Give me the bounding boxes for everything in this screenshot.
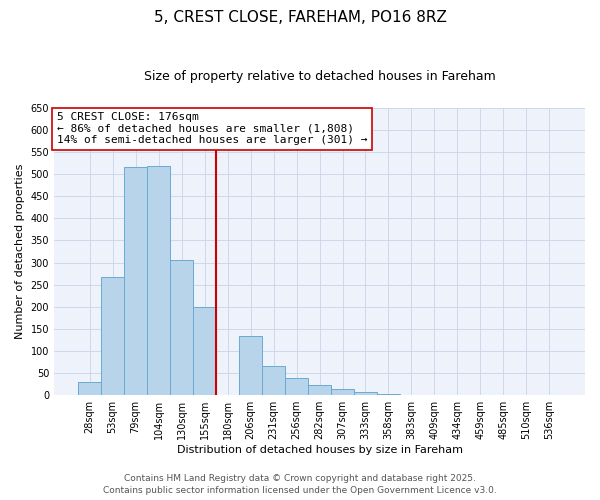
Text: 5, CREST CLOSE, FAREHAM, PO16 8RZ: 5, CREST CLOSE, FAREHAM, PO16 8RZ: [154, 10, 446, 25]
Bar: [124, 166, 147, 395]
Bar: [354, 392, 377, 395]
X-axis label: Distribution of detached houses by size in Fareham: Distribution of detached houses by size …: [176, 445, 463, 455]
Text: Contains HM Land Registry data © Crown copyright and database right 2025.
Contai: Contains HM Land Registry data © Crown c…: [103, 474, 497, 495]
Text: 5 CREST CLOSE: 176sqm
← 86% of detached houses are smaller (1,808)
14% of semi-d: 5 CREST CLOSE: 176sqm ← 86% of detached …: [56, 112, 367, 146]
Bar: [170, 260, 193, 395]
Bar: [331, 389, 354, 395]
Bar: [147, 166, 170, 395]
Bar: [193, 307, 216, 395]
Title: Size of property relative to detached houses in Fareham: Size of property relative to detached ho…: [143, 70, 496, 83]
Bar: [377, 394, 400, 395]
Bar: [262, 366, 285, 395]
Bar: [101, 277, 124, 395]
Y-axis label: Number of detached properties: Number of detached properties: [15, 164, 25, 339]
Bar: [285, 378, 308, 395]
Bar: [78, 382, 101, 395]
Bar: [308, 386, 331, 395]
Bar: [239, 336, 262, 395]
